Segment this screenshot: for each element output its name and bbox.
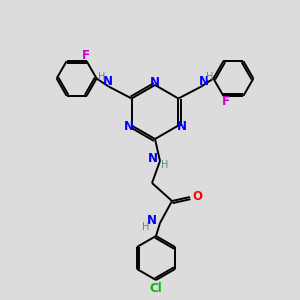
Text: N: N bbox=[150, 76, 160, 88]
Text: F: F bbox=[82, 49, 90, 62]
Text: Cl: Cl bbox=[150, 281, 162, 295]
Text: H: H bbox=[98, 71, 105, 82]
Text: N: N bbox=[103, 75, 112, 88]
Text: N: N bbox=[148, 152, 158, 166]
Text: F: F bbox=[221, 95, 230, 108]
Text: O: O bbox=[192, 190, 202, 202]
Text: N: N bbox=[147, 214, 157, 227]
Text: N: N bbox=[176, 120, 186, 133]
Text: H: H bbox=[206, 71, 213, 82]
Text: N: N bbox=[198, 75, 208, 88]
Text: H: H bbox=[161, 160, 169, 170]
Text: H: H bbox=[142, 222, 150, 232]
Text: N: N bbox=[124, 120, 134, 133]
